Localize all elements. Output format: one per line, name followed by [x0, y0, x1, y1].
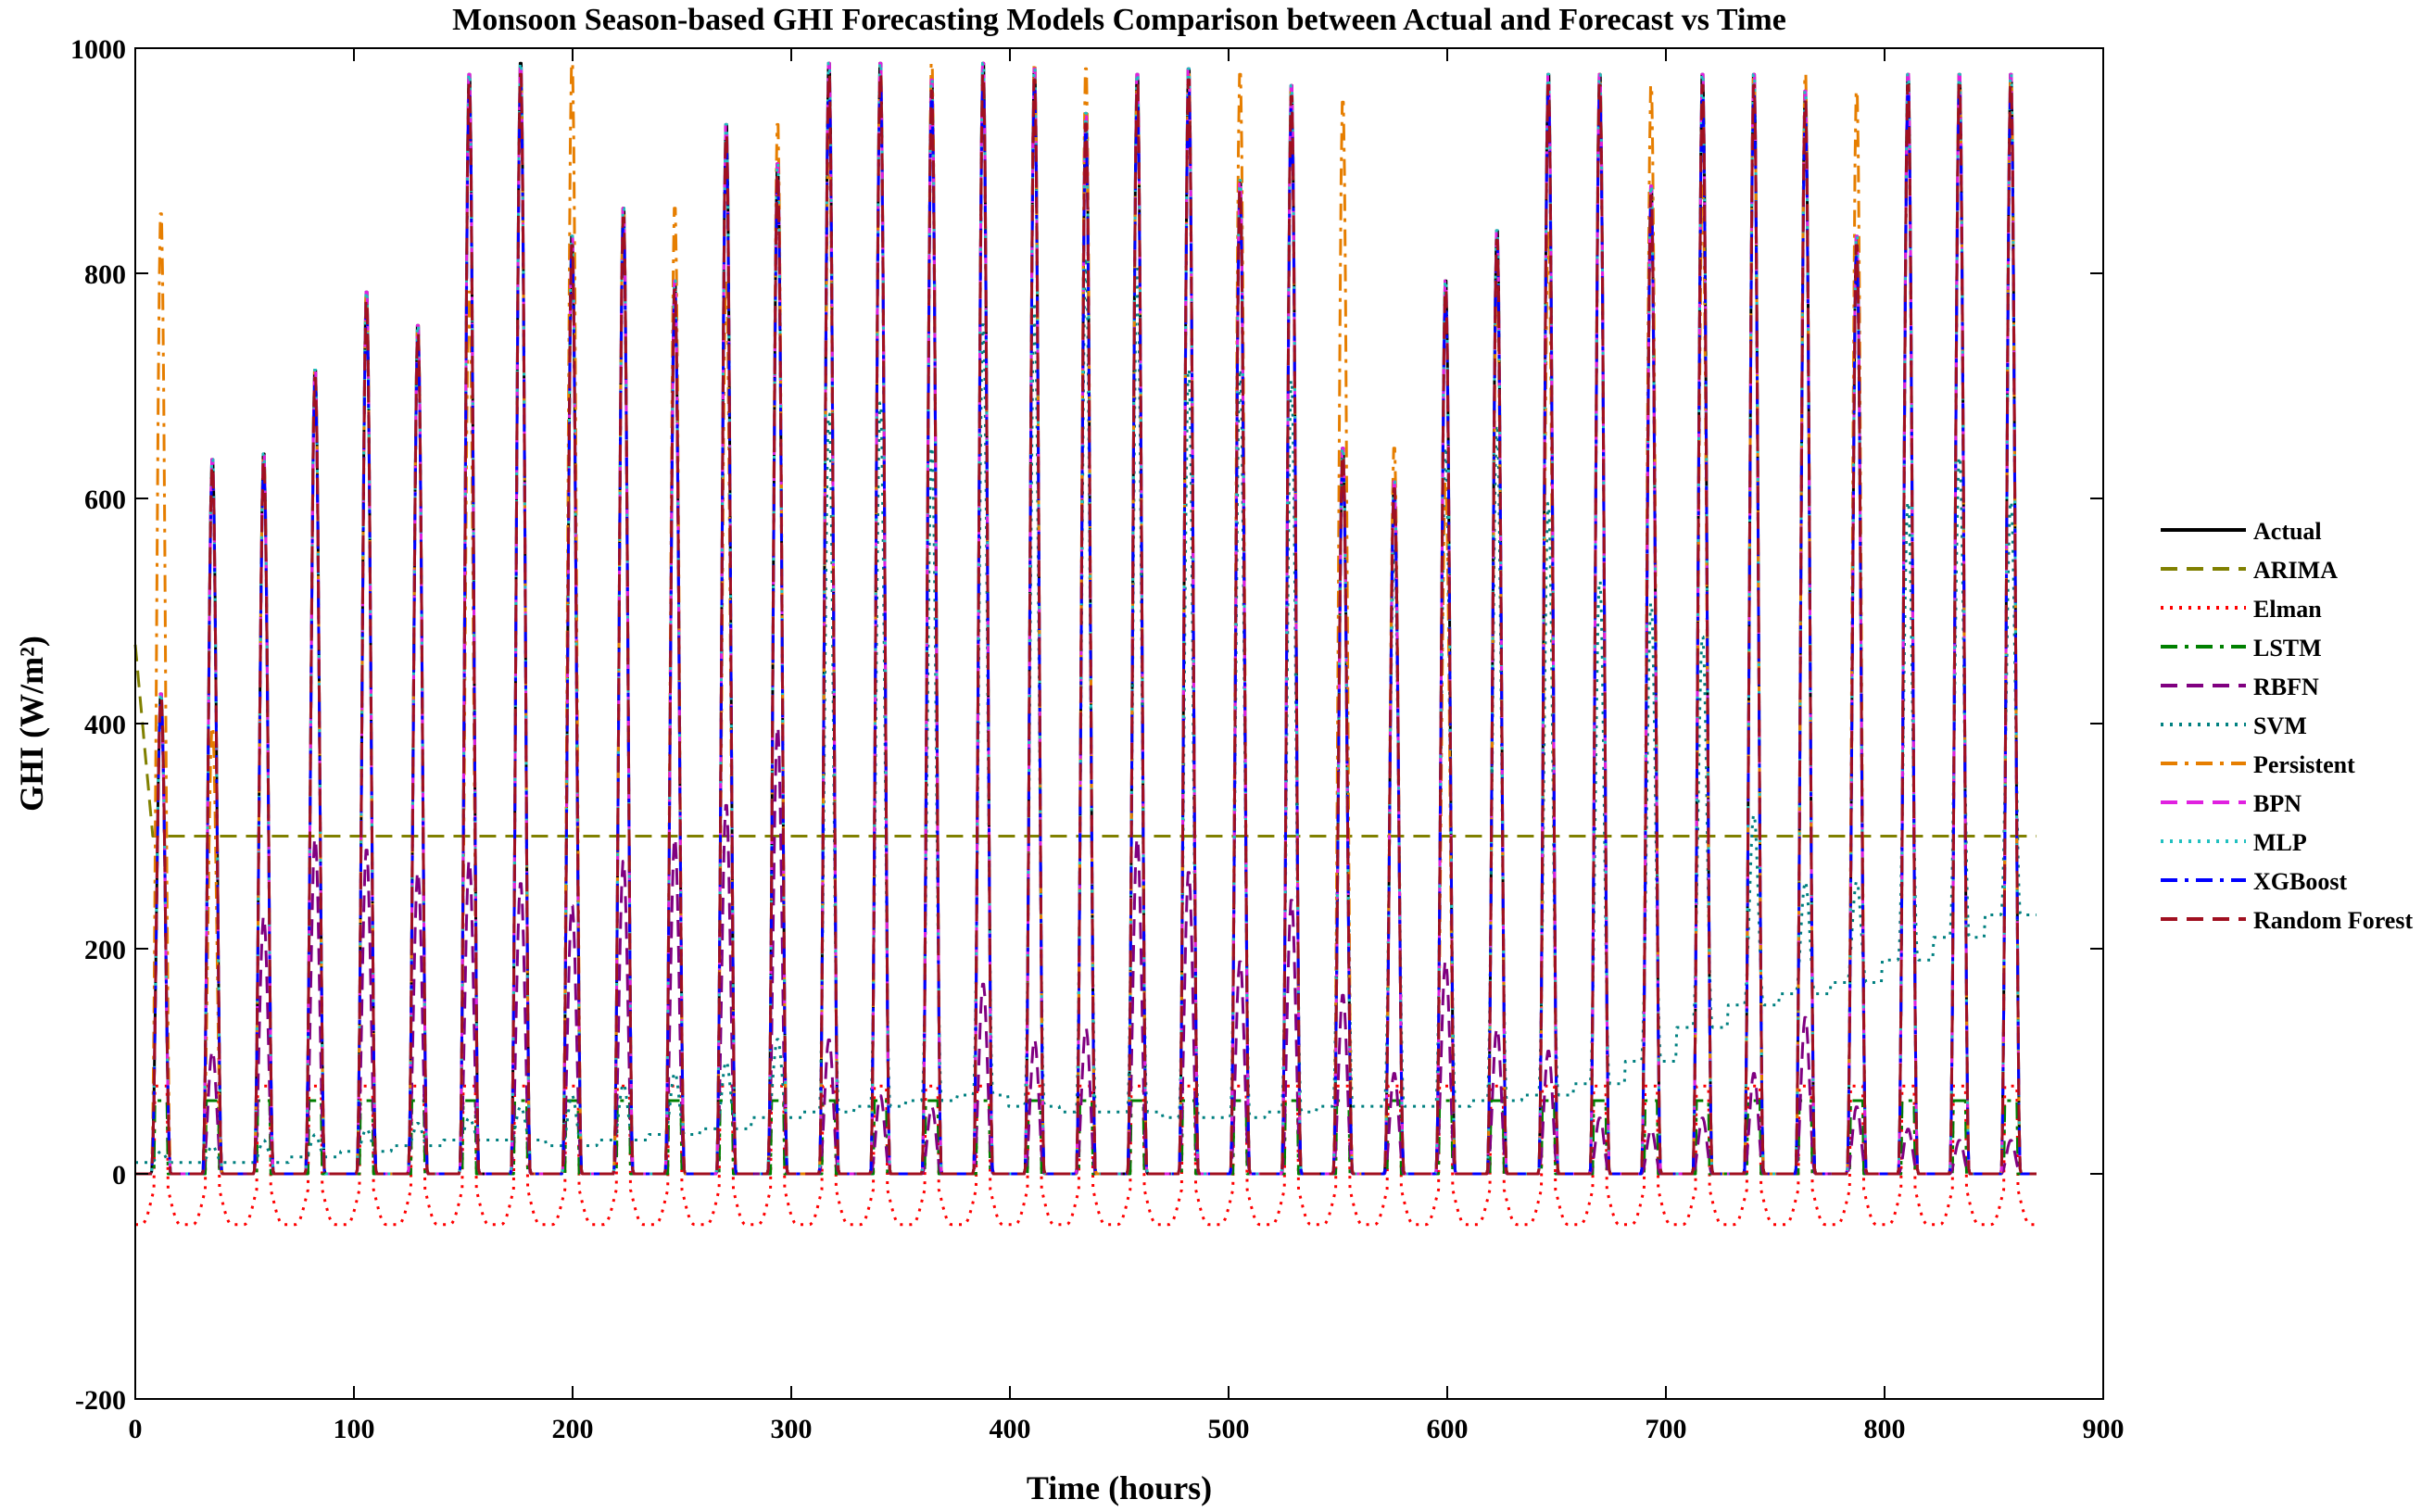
x-tick-label: 900	[2083, 1414, 2125, 1444]
y-axis-label: GHI (W/m²)	[13, 636, 50, 812]
series-line-lstm	[134, 1099, 2037, 1176]
x-tick-label: 200	[552, 1414, 594, 1444]
chart-title: Monsoon Season-based GHI Forecasting Mod…	[452, 3, 1786, 37]
legend-label: Persistent	[2253, 751, 2355, 778]
x-tick-label: 0	[129, 1414, 143, 1444]
legend-label: Random Forest	[2253, 907, 2413, 934]
legend-label: ARIMA	[2253, 557, 2338, 584]
legend-label: Elman	[2253, 596, 2322, 623]
series-line-elman	[134, 1084, 2037, 1227]
legend-label: RBFN	[2253, 674, 2319, 700]
legend: Actual ARIMA Elman LSTM RBFN SVM Persistent BPN…	[2161, 518, 2413, 934]
series-line-rbfn	[134, 703, 2037, 1176]
series-layer	[133, 61, 2037, 1227]
y-tick-label: -200	[75, 1385, 126, 1416]
x-axis-label: Time (hours)	[1027, 1469, 1212, 1506]
y-tick-label: 200	[84, 935, 126, 965]
y-tick-label: 1000	[70, 34, 126, 65]
x-tick-label: 100	[334, 1414, 375, 1444]
y-tick-label: 0	[112, 1160, 126, 1191]
series-line-random-forest	[134, 72, 2037, 1176]
legend-label: SVM	[2253, 712, 2307, 739]
x-tick-label: 500	[1208, 1414, 1250, 1444]
series-line-persistent	[134, 61, 2037, 1176]
x-tick-label: 300	[771, 1414, 813, 1444]
legend-label: LSTM	[2253, 635, 2322, 662]
axis-ticks: 0 100 200 300 400 500 600 700 800 900-20002004006…	[70, 34, 2125, 1444]
x-tick-label: 400	[990, 1414, 1031, 1444]
legend-label: BPN	[2253, 790, 2302, 817]
x-tick-label: 600	[1427, 1414, 1469, 1444]
legend-label: Actual	[2253, 518, 2322, 545]
legend-label: XGBoost	[2253, 868, 2347, 895]
legend-label: MLP	[2253, 829, 2307, 856]
series-line-arima	[133, 644, 2037, 838]
y-tick-label: 600	[84, 485, 126, 515]
y-tick-label: 400	[84, 710, 126, 740]
x-tick-label: 800	[1864, 1414, 1906, 1444]
x-tick-label: 700	[1646, 1414, 1687, 1444]
series-line-bpn	[134, 61, 2037, 1176]
y-tick-label: 800	[84, 259, 126, 290]
